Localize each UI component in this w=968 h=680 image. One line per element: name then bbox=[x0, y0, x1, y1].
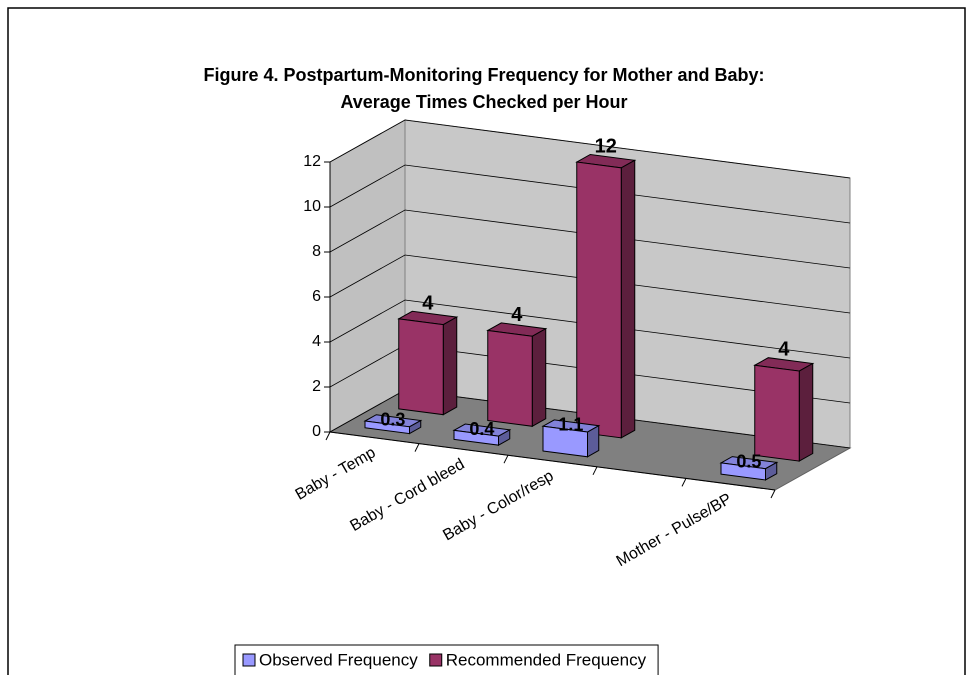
legend-swatch bbox=[242, 653, 256, 667]
y-tick-label: 12 bbox=[303, 153, 321, 170]
bar-front bbox=[576, 161, 622, 439]
legend-label: Observed Frequency bbox=[259, 650, 418, 669]
bar bbox=[452, 423, 512, 447]
bar bbox=[363, 414, 423, 435]
value-label: 4 bbox=[511, 304, 523, 326]
bar-front bbox=[398, 318, 444, 416]
y-tick-label: 0 bbox=[312, 423, 321, 440]
x-tick bbox=[325, 431, 331, 441]
bar bbox=[575, 153, 637, 439]
bar-front bbox=[542, 425, 588, 458]
y-tick-label: 10 bbox=[303, 198, 321, 215]
bar-front bbox=[754, 364, 800, 462]
grid-line bbox=[329, 209, 851, 269]
bar bbox=[541, 419, 601, 458]
x-tick bbox=[681, 478, 687, 487]
bar-side bbox=[620, 159, 636, 439]
value-label: 1.1 bbox=[558, 415, 583, 435]
y-tick-label: 2 bbox=[312, 378, 321, 395]
value-label: 0.3 bbox=[380, 410, 405, 430]
bar-front bbox=[364, 420, 410, 435]
bar bbox=[753, 357, 815, 462]
bar-side bbox=[531, 327, 547, 428]
bar-front bbox=[453, 429, 499, 446]
x-tick bbox=[414, 443, 420, 452]
grid-line bbox=[329, 119, 851, 179]
y-tick-label: 8 bbox=[312, 243, 321, 260]
grid-line bbox=[329, 254, 851, 314]
x-tick bbox=[592, 466, 598, 476]
x-tick bbox=[503, 454, 509, 464]
bar bbox=[397, 310, 459, 416]
bar-front bbox=[487, 329, 533, 427]
bar-front bbox=[720, 462, 766, 481]
y-tick-label: 4 bbox=[312, 333, 321, 350]
chart-title: Figure 4. Postpartum-Monitoring Frequenc… bbox=[203, 65, 764, 85]
x-axis bbox=[329, 431, 776, 491]
y-tick-label: 6 bbox=[312, 288, 321, 305]
value-label: 0.5 bbox=[736, 451, 761, 471]
legend: Observed Frequency Recommended Frequency bbox=[234, 644, 659, 677]
value-label: 0.4 bbox=[469, 419, 494, 439]
legend-label: Recommended Frequency bbox=[446, 650, 647, 669]
legend-swatch bbox=[429, 653, 443, 667]
bar bbox=[719, 456, 779, 481]
value-label: 4 bbox=[422, 292, 434, 314]
legend-box bbox=[234, 644, 659, 677]
bar-side bbox=[798, 362, 814, 462]
chart-title: Average Times Checked per Hour bbox=[340, 92, 627, 112]
value-label: 12 bbox=[595, 135, 617, 157]
bar bbox=[486, 322, 548, 428]
x-tick bbox=[770, 489, 776, 499]
grid-line bbox=[329, 299, 851, 359]
grid-line bbox=[329, 164, 851, 224]
bar-side bbox=[442, 316, 458, 416]
value-label: 4 bbox=[778, 339, 790, 361]
